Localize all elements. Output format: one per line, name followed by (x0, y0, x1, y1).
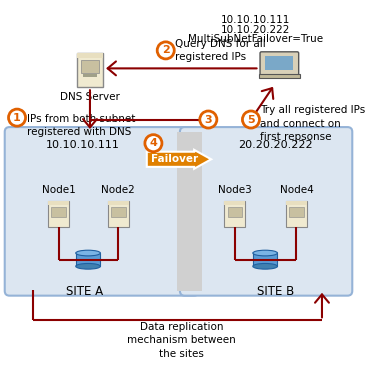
Text: 20.20.20.222: 20.20.20.222 (238, 140, 313, 150)
Bar (51, 207, 66, 217)
Text: 10.10.20.222: 10.10.20.222 (221, 25, 290, 35)
Text: 10.10.10.111: 10.10.10.111 (221, 15, 290, 25)
Text: 10.10.10.111: 10.10.10.111 (46, 140, 120, 150)
Bar (177, 132, 202, 291)
Bar (228, 207, 242, 217)
FancyBboxPatch shape (77, 53, 103, 87)
FancyBboxPatch shape (224, 201, 245, 227)
Text: Failover: Failover (151, 154, 198, 164)
FancyBboxPatch shape (108, 201, 129, 227)
Bar (253, 253, 278, 266)
Text: SITE B: SITE B (257, 285, 294, 298)
Text: 4: 4 (149, 138, 157, 148)
Bar (108, 201, 129, 205)
Bar (224, 201, 245, 205)
Bar (259, 74, 300, 78)
FancyBboxPatch shape (5, 127, 199, 296)
Text: Node2: Node2 (101, 185, 135, 195)
FancyBboxPatch shape (48, 201, 69, 227)
Bar (286, 201, 307, 205)
Text: Node1: Node1 (42, 185, 76, 195)
Circle shape (242, 111, 260, 128)
FancyArrow shape (147, 150, 211, 169)
Bar (289, 207, 304, 217)
Text: Data replication
mechanism between
the sites: Data replication mechanism between the s… (127, 322, 236, 358)
Text: SITE A: SITE A (66, 285, 103, 298)
FancyBboxPatch shape (260, 52, 299, 75)
Bar (76, 253, 100, 266)
Text: Try all registered IPs
and connect on
first repsonse: Try all registered IPs and connect on fi… (260, 105, 366, 142)
Circle shape (8, 109, 26, 126)
Ellipse shape (76, 250, 100, 256)
Text: MultiSubNetFailover=True: MultiSubNetFailover=True (188, 34, 323, 44)
Bar (77, 53, 103, 58)
Text: DNS Server: DNS Server (60, 92, 120, 102)
Text: Node3: Node3 (218, 185, 252, 195)
Circle shape (145, 135, 162, 152)
Bar (48, 201, 69, 205)
Text: 1: 1 (13, 113, 21, 123)
Text: Query DNS for all
registered IPs: Query DNS for all registered IPs (175, 39, 266, 62)
Text: 5: 5 (247, 115, 255, 125)
FancyBboxPatch shape (286, 201, 307, 227)
Text: 2: 2 (162, 45, 170, 55)
Text: 3: 3 (205, 115, 212, 125)
Text: IPs from both subnet
registered with DNS: IPs from both subnet registered with DNS (26, 114, 135, 137)
Ellipse shape (253, 263, 278, 269)
Circle shape (200, 111, 217, 128)
Bar (111, 207, 126, 217)
Bar (83, 74, 98, 77)
Ellipse shape (76, 263, 100, 269)
Ellipse shape (253, 250, 278, 256)
Circle shape (157, 42, 174, 59)
Bar (265, 56, 293, 70)
Text: Node4: Node4 (280, 185, 313, 195)
Bar (81, 60, 99, 73)
FancyBboxPatch shape (180, 127, 352, 296)
